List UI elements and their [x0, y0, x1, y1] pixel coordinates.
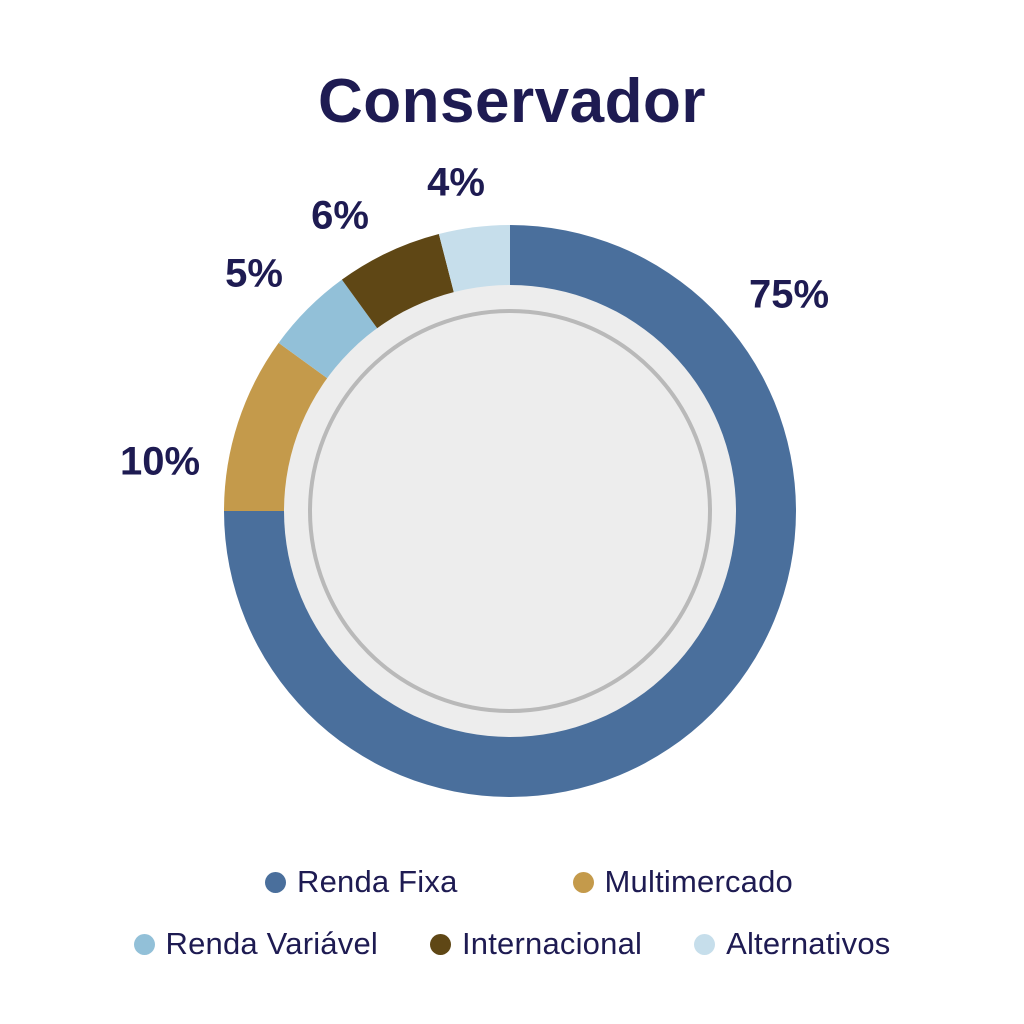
legend-swatch-internacional-icon: [429, 933, 451, 955]
legend-row-2: Renda Variável Internacional Alternativo…: [0, 926, 1024, 962]
percent-label-renda-fixa: 75%: [748, 272, 830, 317]
legend-item-alternativos: Alternativos: [694, 926, 890, 962]
legend-label-renda-fixa: Renda Fixa: [297, 864, 458, 899]
legend-swatch-renda-fixa-icon: [265, 871, 286, 893]
legend-item-renda-fixa: Renda Fixa: [265, 864, 458, 900]
legend-item-multimercado: Multimercado: [572, 864, 793, 900]
legend-item-renda-variavel: Renda Variável: [133, 926, 378, 962]
percent-label-alternativos: 4%: [427, 160, 485, 205]
legend-label-multimercado: Multimercado: [604, 864, 793, 899]
legend-label-alternativos: Alternativos: [726, 926, 891, 961]
legend-swatch-renda-variavel-icon: [133, 933, 155, 955]
legend-label-renda-variavel: Renda Variável: [165, 926, 378, 961]
chart-title: Conservador: [318, 67, 706, 136]
percent-label-multimercado: 10%: [119, 439, 201, 484]
percent-label-renda-variavel: 5%: [225, 251, 283, 296]
legend-swatch-multimercado-icon: [572, 871, 594, 893]
percent-label-internacional: 6%: [311, 193, 369, 238]
donut-inner-disc: [284, 285, 736, 737]
legend-label-internacional: Internacional: [461, 926, 643, 961]
donut-chart: [224, 225, 796, 797]
legend-row-1: Renda Fixa Multimercado: [0, 864, 1024, 900]
donut-inner-ring: [308, 309, 712, 713]
legend-item-internacional: Internacional: [429, 926, 643, 962]
legend-swatch-alternativos-icon: [694, 933, 716, 955]
